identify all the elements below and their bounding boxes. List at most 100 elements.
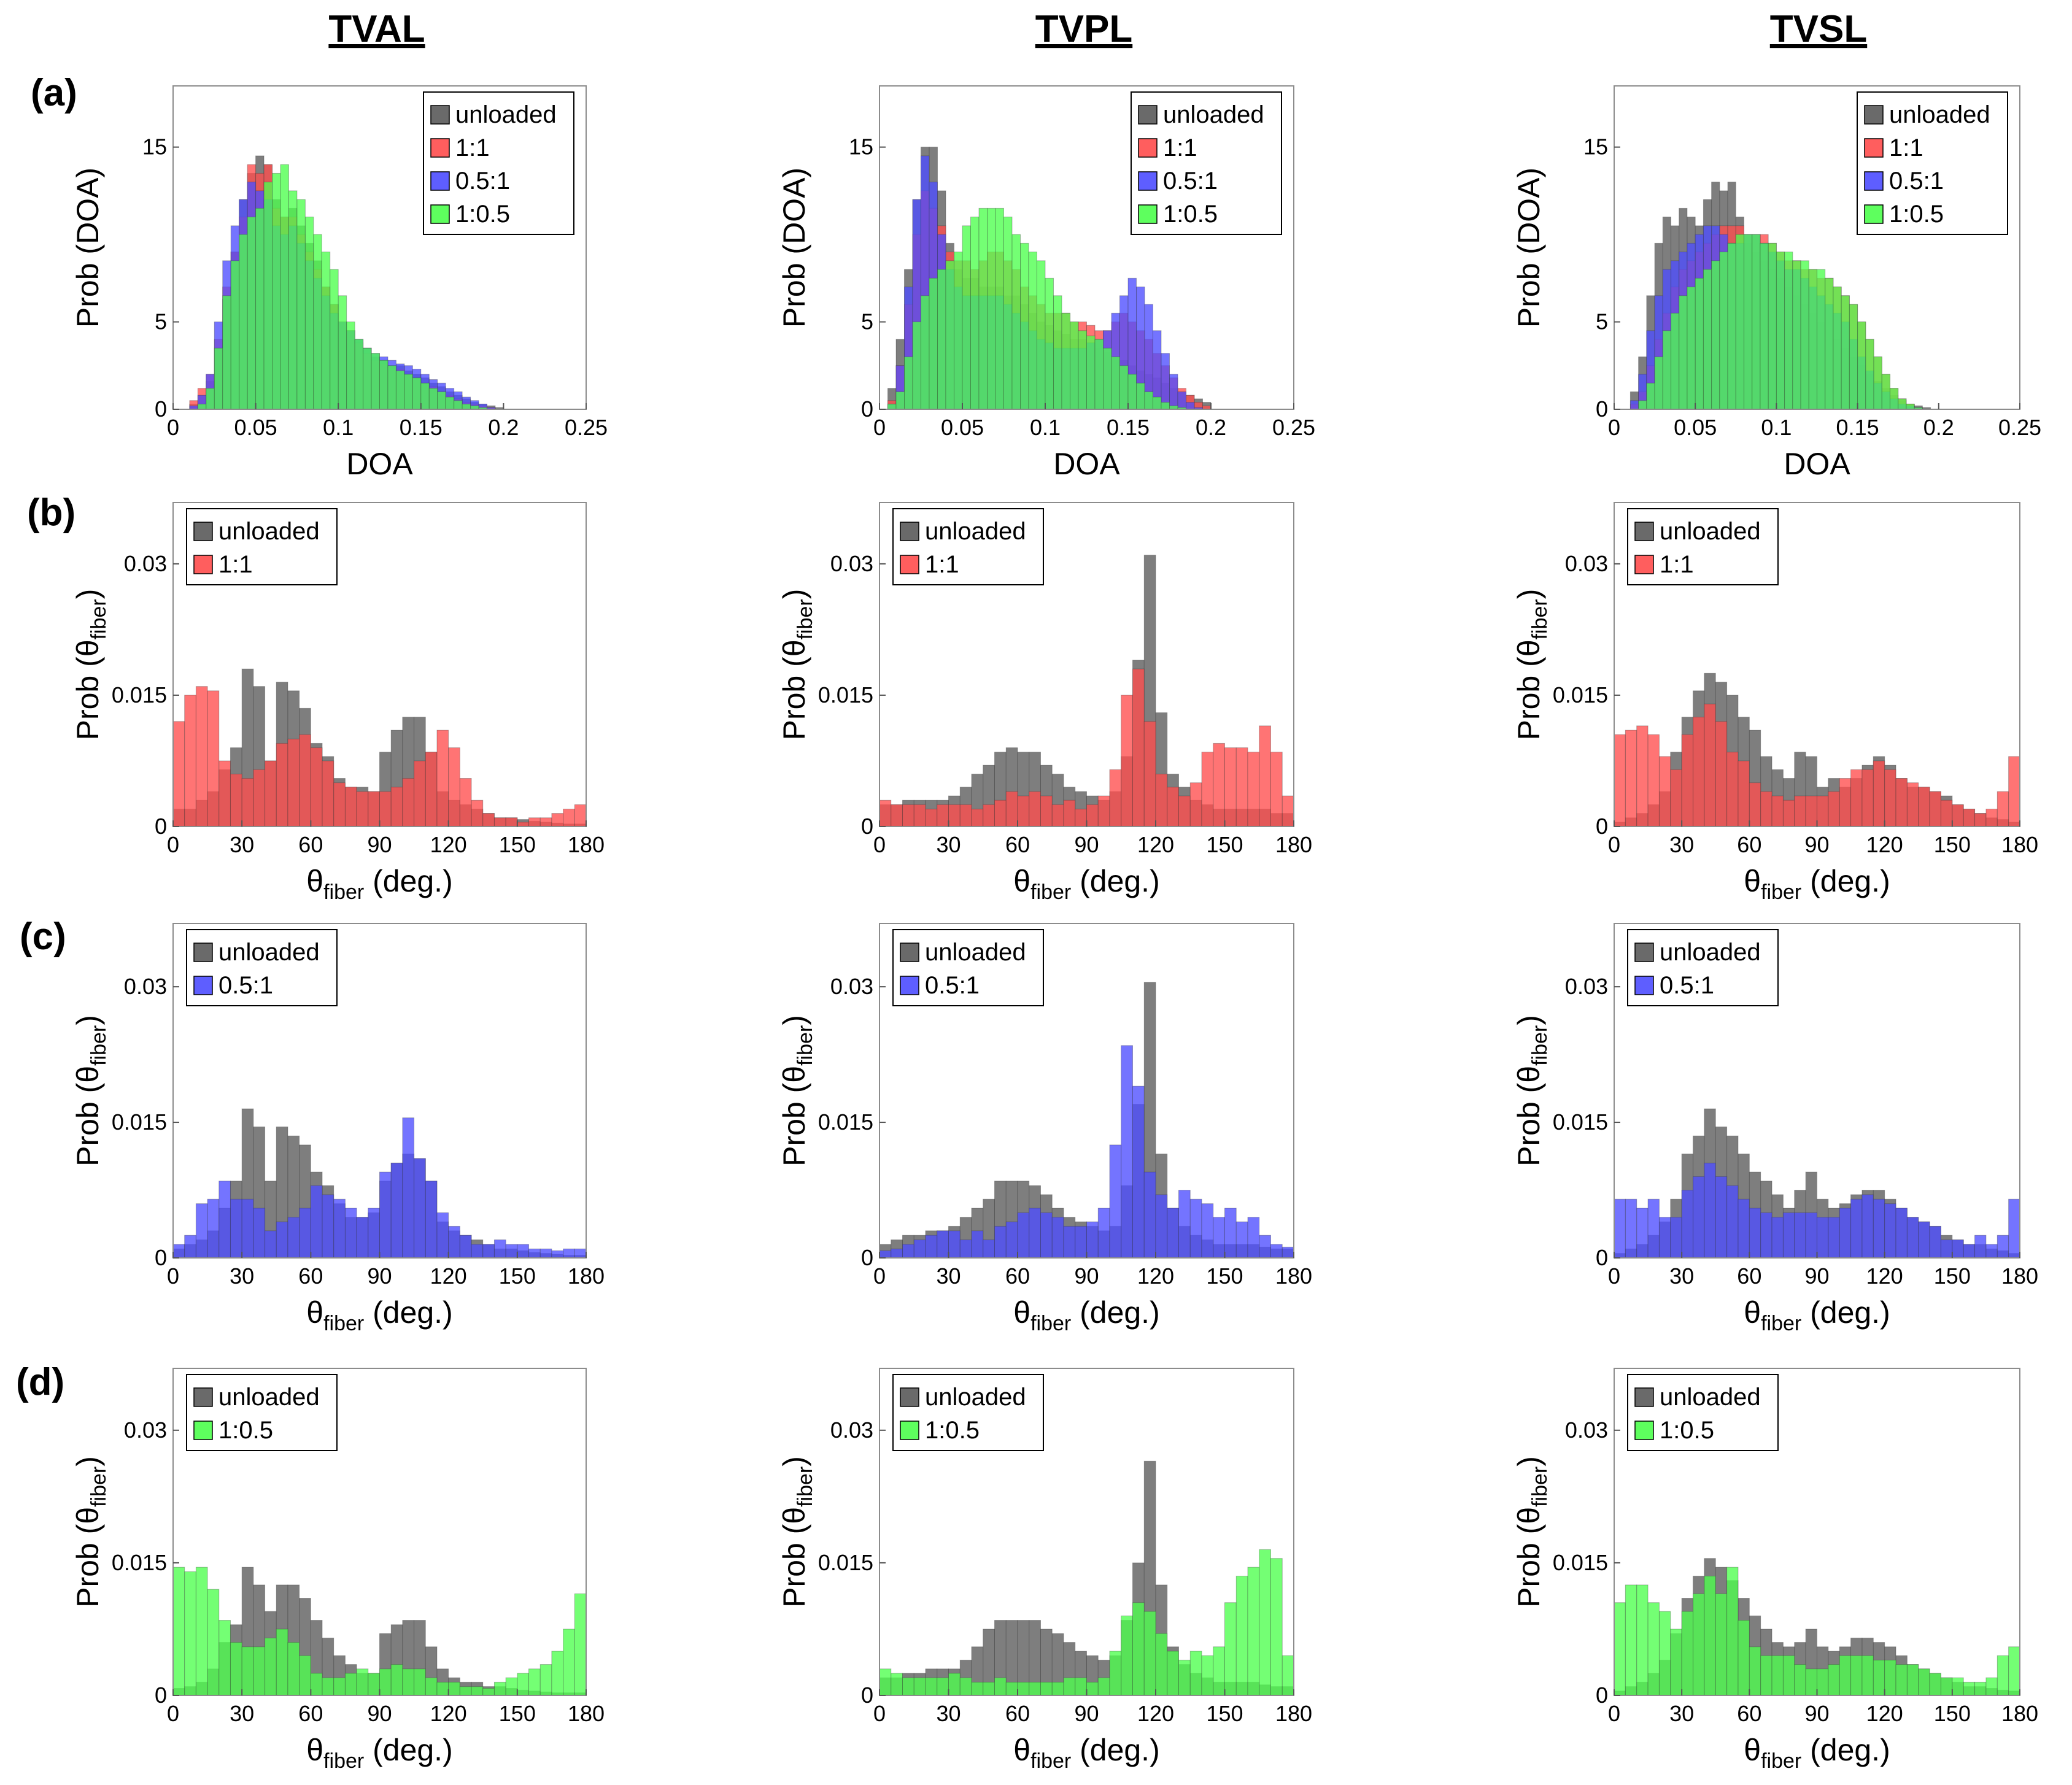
bar bbox=[1020, 242, 1029, 410]
bar bbox=[994, 1225, 1007, 1259]
bar bbox=[425, 1181, 438, 1259]
x-tick-label: 150 bbox=[1934, 1263, 1971, 1289]
x-tick-label: 30 bbox=[230, 832, 254, 857]
bar bbox=[402, 778, 415, 827]
x-tick-label: 120 bbox=[430, 832, 467, 857]
bar bbox=[1839, 778, 1852, 827]
bar bbox=[1782, 1212, 1795, 1259]
bar bbox=[1727, 242, 1736, 410]
bar bbox=[959, 1239, 972, 1259]
bar bbox=[1155, 1194, 1168, 1259]
bar bbox=[390, 1162, 403, 1259]
bar bbox=[2008, 1646, 2020, 1696]
x-tick-label: 0.2 bbox=[1196, 415, 1226, 440]
legend-label: 1:1 bbox=[455, 134, 490, 161]
bar bbox=[1259, 1235, 1271, 1259]
bar bbox=[184, 695, 196, 827]
bar bbox=[1259, 725, 1271, 827]
bar bbox=[929, 277, 938, 410]
bar bbox=[1213, 742, 1225, 827]
bar bbox=[1805, 1212, 1818, 1259]
bar bbox=[1037, 260, 1046, 410]
bar bbox=[891, 1673, 903, 1696]
y-tick-label: 15 bbox=[1583, 134, 1608, 160]
bar bbox=[505, 817, 518, 827]
bar bbox=[1224, 1208, 1237, 1259]
bar bbox=[1805, 795, 1818, 827]
legend-swatch bbox=[193, 943, 213, 962]
x-tick-label: 0 bbox=[1608, 1701, 1620, 1726]
bar bbox=[1817, 1668, 1829, 1696]
x-tick-label: 0 bbox=[873, 832, 886, 857]
bar bbox=[959, 1677, 972, 1696]
x-tick-label: 0.15 bbox=[400, 415, 443, 440]
x-tick-label: 150 bbox=[1934, 1701, 1971, 1726]
bar bbox=[1636, 1208, 1649, 1259]
bar bbox=[1850, 1655, 1863, 1696]
bar bbox=[390, 787, 403, 827]
series-1-0-5 bbox=[879, 1549, 1294, 1696]
bar bbox=[1097, 1677, 1110, 1696]
legend: unloaded 1:1 bbox=[892, 508, 1044, 585]
legend-swatch bbox=[430, 204, 450, 224]
axes-border bbox=[1614, 85, 2020, 410]
bar bbox=[1040, 1212, 1053, 1259]
y-tick-label: 0 bbox=[1596, 814, 1608, 839]
bar bbox=[1794, 1664, 1806, 1696]
bar bbox=[218, 1620, 231, 1696]
legend-label: 0.5:1 bbox=[925, 972, 980, 999]
bar bbox=[1189, 1651, 1202, 1696]
x-axis-label: θfiber (deg.) bbox=[1013, 1733, 1159, 1773]
x-tick-label: 0.2 bbox=[488, 415, 519, 440]
bar bbox=[304, 217, 314, 410]
x-tick-label: 180 bbox=[1275, 1701, 1312, 1726]
x-tick-label: 0 bbox=[167, 1263, 179, 1289]
bar bbox=[913, 1239, 926, 1259]
bar bbox=[1760, 1212, 1772, 1259]
bar bbox=[1017, 1681, 1030, 1696]
bar bbox=[959, 804, 972, 827]
y-axis-label: Prob (θfiber) bbox=[71, 589, 110, 741]
bar bbox=[172, 1567, 185, 1696]
series-1-0-5 bbox=[1614, 1567, 2020, 1696]
legend: unloaded 1:1 bbox=[186, 508, 338, 585]
legend-label: unloaded bbox=[925, 518, 1026, 545]
bar bbox=[1625, 1584, 1637, 1696]
y-tick-label: 0 bbox=[155, 814, 167, 839]
bar bbox=[1143, 1611, 1156, 1696]
x-tick-label: 0.05 bbox=[941, 415, 984, 440]
bar bbox=[1005, 1681, 1018, 1696]
bar bbox=[276, 1221, 288, 1259]
y-tick-label: 0 bbox=[861, 396, 873, 422]
legend-label: 0.5:1 bbox=[1889, 168, 1944, 195]
y-tick-label: 15 bbox=[142, 134, 167, 160]
chart-b-TVSL: 0 30 60 90 120 150 180 0 0.015 0.03 θfiber (deg.) P… bbox=[1512, 502, 2038, 904]
x-tick-label: 180 bbox=[2001, 832, 2038, 857]
bar bbox=[448, 747, 460, 827]
bar bbox=[330, 269, 339, 410]
bar bbox=[1841, 295, 1850, 410]
bar bbox=[1735, 234, 1745, 410]
legend-label: unloaded bbox=[1660, 939, 1761, 966]
bar bbox=[1119, 365, 1129, 410]
legend-label: 0.5:1 bbox=[218, 972, 273, 999]
bar bbox=[379, 360, 388, 410]
legend: unloaded 1:1 0.5:1 1:0.5 bbox=[1857, 91, 2008, 235]
y-tick-label: 0.015 bbox=[818, 682, 873, 707]
axes-border bbox=[172, 85, 587, 410]
bar bbox=[1201, 752, 1214, 827]
bar bbox=[310, 1185, 323, 1259]
bar bbox=[387, 365, 396, 410]
bar bbox=[528, 1668, 541, 1696]
bar bbox=[1201, 1655, 1214, 1696]
chart-c-TVPL: 0 30 60 90 120 150 180 0 0.015 0.03 θfiber (deg.) P… bbox=[777, 923, 1312, 1335]
bar bbox=[1715, 1176, 1728, 1259]
y-tick-label: 0.03 bbox=[830, 551, 873, 576]
bar bbox=[1985, 1677, 1998, 1696]
bar bbox=[995, 207, 1004, 410]
bar bbox=[1029, 1208, 1041, 1259]
x-axis-label: θfiber (deg.) bbox=[306, 1295, 452, 1335]
bar bbox=[333, 782, 346, 827]
bar bbox=[379, 1668, 392, 1696]
bar bbox=[1918, 787, 1930, 827]
